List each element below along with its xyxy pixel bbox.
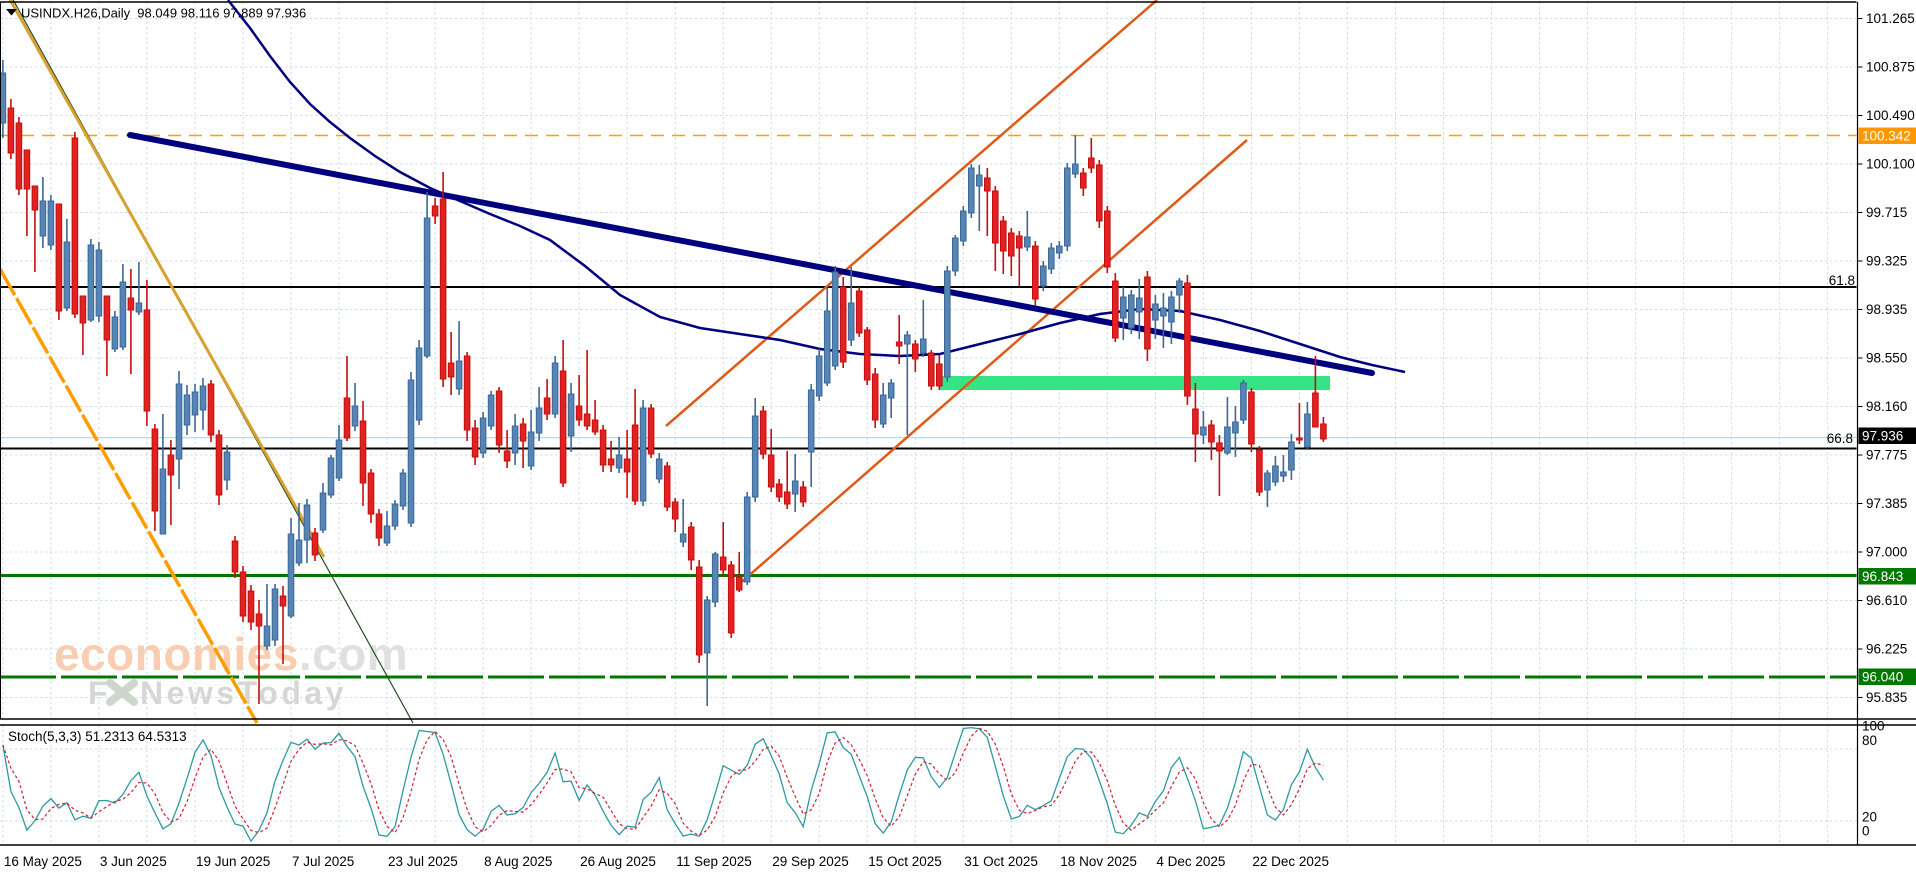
svg-text:101.265: 101.265 [1866, 11, 1915, 26]
svg-text:96.843: 96.843 [1862, 569, 1903, 584]
svg-text:97.385: 97.385 [1866, 496, 1907, 511]
svg-text:97.000: 97.000 [1866, 545, 1907, 560]
svg-text:22 Dec 2025: 22 Dec 2025 [1252, 854, 1329, 869]
svg-text:NewsToday: NewsToday [140, 675, 347, 711]
svg-text:80: 80 [1862, 733, 1877, 748]
svg-text:USINDX.H26,Daily 98.049 98.11: USINDX.H26,Daily 98.049 98.116 97.889 97… [21, 6, 306, 21]
svg-text:8 Aug 2025: 8 Aug 2025 [484, 854, 552, 869]
svg-text:20: 20 [1862, 810, 1877, 825]
svg-text:66.8: 66.8 [1827, 431, 1853, 446]
svg-text:15 Oct 2025: 15 Oct 2025 [868, 854, 942, 869]
svg-text:97.936: 97.936 [1862, 429, 1903, 444]
svg-text:100.490: 100.490 [1866, 108, 1915, 123]
svg-text:31 Oct 2025: 31 Oct 2025 [964, 854, 1038, 869]
svg-text:99.715: 99.715 [1866, 205, 1907, 220]
svg-text:18 Nov 2025: 18 Nov 2025 [1060, 854, 1137, 869]
svg-text:19 Jun 2025: 19 Jun 2025 [196, 854, 270, 869]
svg-text:3 Jun 2025: 3 Jun 2025 [100, 854, 167, 869]
svg-text:4 Dec 2025: 4 Dec 2025 [1156, 854, 1225, 869]
svg-text:96.610: 96.610 [1866, 593, 1907, 608]
svg-text:economies.com: economies.com [54, 628, 408, 680]
svg-text:95.835: 95.835 [1866, 690, 1907, 705]
svg-text:7 Jul 2025: 7 Jul 2025 [292, 854, 354, 869]
svg-text:100.100: 100.100 [1866, 157, 1915, 172]
svg-text:99.325: 99.325 [1866, 254, 1907, 269]
svg-text:29 Sep 2025: 29 Sep 2025 [772, 854, 849, 869]
svg-text:Stoch(5,3,3) 51.2313 64.5313: Stoch(5,3,3) 51.2313 64.5313 [8, 729, 187, 744]
svg-text:16 May 2025: 16 May 2025 [4, 854, 82, 869]
svg-text:97.775: 97.775 [1866, 448, 1907, 463]
svg-text:0: 0 [1862, 824, 1870, 839]
svg-text:23 Jul 2025: 23 Jul 2025 [388, 854, 458, 869]
svg-text:98.550: 98.550 [1866, 351, 1907, 366]
svg-text:26 Aug 2025: 26 Aug 2025 [580, 854, 656, 869]
svg-text:98.160: 98.160 [1866, 399, 1907, 414]
svg-text:61.8: 61.8 [1829, 273, 1855, 288]
svg-text:11 Sep 2025: 11 Sep 2025 [676, 854, 752, 869]
svg-text:98.935: 98.935 [1866, 302, 1907, 317]
svg-text:96.040: 96.040 [1862, 670, 1903, 685]
svg-text:100.342: 100.342 [1862, 129, 1911, 144]
svg-text:100.875: 100.875 [1866, 60, 1915, 75]
svg-text:96.225: 96.225 [1866, 642, 1907, 657]
svg-text:100: 100 [1862, 719, 1885, 734]
